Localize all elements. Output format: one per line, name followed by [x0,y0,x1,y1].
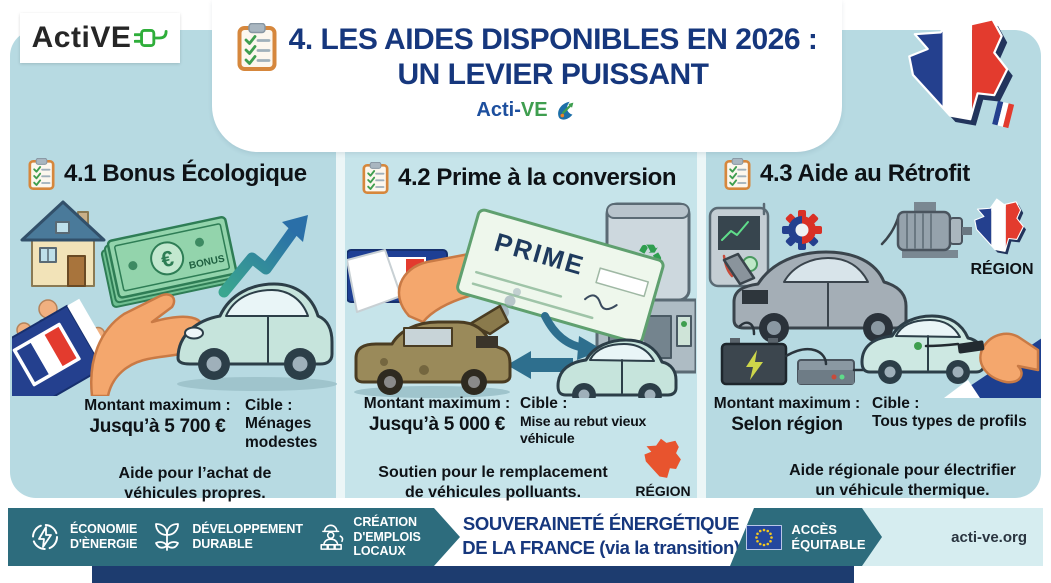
footer-item-developpement-durable: DÉVELOPPEMENT DURABLE [150,520,303,554]
website-strip: acti-ve.org [852,508,1043,566]
acti-ve-logo-part2: VE [520,98,548,121]
equity-label: ACCÈS ÉQUITABLE [791,521,866,552]
france-map-icon [903,12,1019,134]
region-badge: RÉGION [628,438,698,499]
sovereignty-line2: DE LA FRANCE (via la transition) [462,536,740,558]
euro-banknotes-icon: € BONUS [100,215,238,308]
amount-block: Montant maximum : Jusqu’à 5 700 € [80,396,235,453]
region-map-icon [644,438,681,478]
sovereignty-line1: SOUVERAINETÉ ÉNERGÉTIQUE [462,513,740,534]
section-title: 4.1 Bonus Écologique [64,160,307,187]
acti-ve-swoosh-icon [557,101,573,120]
converter-box-icon [797,359,855,385]
prime-check-icon: PRIME [456,208,665,345]
prime-stats: Montant maximum : Jusqu’à 5 000 € Cible … [362,394,698,447]
footer-item-label: DÉVELOPPEMENT DURABLE [192,522,303,551]
clipboard-icon [237,23,277,71]
acti-ve-logo-part1: Acti- [476,98,521,121]
hand-icon [347,249,512,324]
region-label: RÉGION [970,259,1033,278]
flow-arrow-icon [541,312,603,360]
ev-car-icon [860,314,986,384]
target-block: Cible : Mise au rebut vieux véhicule [520,394,698,447]
section-header-prime-conversion: 4.2 Prime à la conversion [362,162,677,194]
target-value: Tous types de profils [872,413,1027,431]
electric-motor-icon [880,202,972,258]
old-car-icon [354,288,521,398]
amount-block: Montant maximum : Jusqu’à 5 000 € [362,394,512,447]
footer-item-label: CRÉATION D'EMPLOIS LOCAUX [353,514,421,559]
left-arrow-icon [507,351,573,379]
aide-retrofit-illustration: RÉGION [708,194,1041,398]
bill-euro-symbol: € [159,245,176,272]
region-map-icon: RÉGION [970,198,1034,278]
house-icon [20,200,106,287]
website-link[interactable]: acti-ve.org [951,528,1027,546]
footer-benefits-bar: ÉCONOMIE D'ÈNERGIE DÉVELOPPEMENT DURABLE [8,508,460,566]
bonus-ecologique-illustration: € BONUS [12,200,337,396]
french-flag-sleeve-icon [12,298,116,396]
sovereignty-statement: SOUVERAINETÉ ÉNERGÉTIQUE DE LA FRANCE (v… [458,512,744,559]
clipboard-icon [362,162,389,194]
footer-item-economie-energie: ÉCONOMIE D'ÈNERGIE [28,520,137,554]
target-value: Mise au rebut vieux véhicule [520,413,647,447]
equity-banner: ACCÈS ÉQUITABLE [730,508,882,566]
prime-description: Soutien pour le remplacement de véhicule… [378,464,608,502]
gear-icon [782,210,822,250]
section-header-aide-retrofit: 4.3 Aide au Rétrofit [724,158,970,190]
ev-car-icon [556,338,678,398]
section-title: 4.2 Prime à la conversion [398,164,677,191]
local-jobs-icon [316,520,345,554]
title-banner: 4. LES AIDES DISPONIBLES EN 2026 : UN LE… [212,0,842,152]
section-header-bonus-ecologique: 4.1 Bonus Écologique [28,158,307,190]
region-label: RÉGION [635,483,691,499]
target-label: Cible : [520,395,568,412]
target-block: Cible : Ménages modestes [245,396,332,453]
amount-value: Selon région [731,414,843,436]
retrofit-stats: Montant maximum : Selon région Cible : T… [712,394,1042,437]
target-label: Cible : [872,395,920,412]
footer-item-label: ÉCONOMIE D'ÈNERGIE [70,522,138,551]
page-title-line1: 4. LES AIDES DISPONIBLES EN 2026 : [288,23,818,56]
page-title-line2: UN LEVIER PUISSANT [397,57,709,91]
sustainability-icon [150,520,184,554]
amount-label: Montant maximum : [84,397,231,414]
battery-icon [720,338,788,386]
footer-item-creation-emplois: CRÉATION D'EMPLOIS LOCAUX [316,515,460,559]
active-logo-text: ActiVE [31,21,132,54]
prime-conversion-illustration: ♻ PRIME [347,202,696,398]
column-divider [336,30,345,498]
clipboard-icon [28,158,55,190]
amount-label: Montant maximum : [713,395,861,412]
clipboard-icon [724,158,751,190]
retrofit-description: Aide régionale pour électrifier un véhic… [789,462,1016,500]
target-label: Cible : [245,397,293,414]
corsica-icon [992,100,1015,129]
amount-block: Montant maximum : Selon région [712,394,862,437]
bonus-description: Aide pour l’achat de véhicules propres. [118,465,272,503]
thermal-car-icon [722,250,908,343]
amount-label: Montant maximum : [363,395,511,412]
acti-ve-logo: Acti-VE [212,98,842,122]
column-divider [697,30,706,498]
eu-flag-icon [746,525,782,550]
amount-value: Jusqu’à 5 700 € [89,416,226,438]
bottom-navy-strip [92,566,854,583]
energy-icon [28,520,62,554]
growth-arrow-icon [218,215,308,298]
amount-value: Jusqu’à 5 000 € [369,414,505,436]
target-value: Ménages modestes [245,415,318,451]
page-title: 4. LES AIDES DISPONIBLES EN 2026 : UN LE… [289,23,818,92]
section-title: 4.3 Aide au Rétrofit [760,160,970,187]
active-logo: ActiVE [20,13,180,63]
target-block: Cible : Tous types de profils [872,394,1042,437]
bonus-stats: Montant maximum : Jusqu’à 5 700 € Cible … [80,396,332,453]
plug-icon [134,29,168,47]
ev-car-icon [176,282,337,391]
